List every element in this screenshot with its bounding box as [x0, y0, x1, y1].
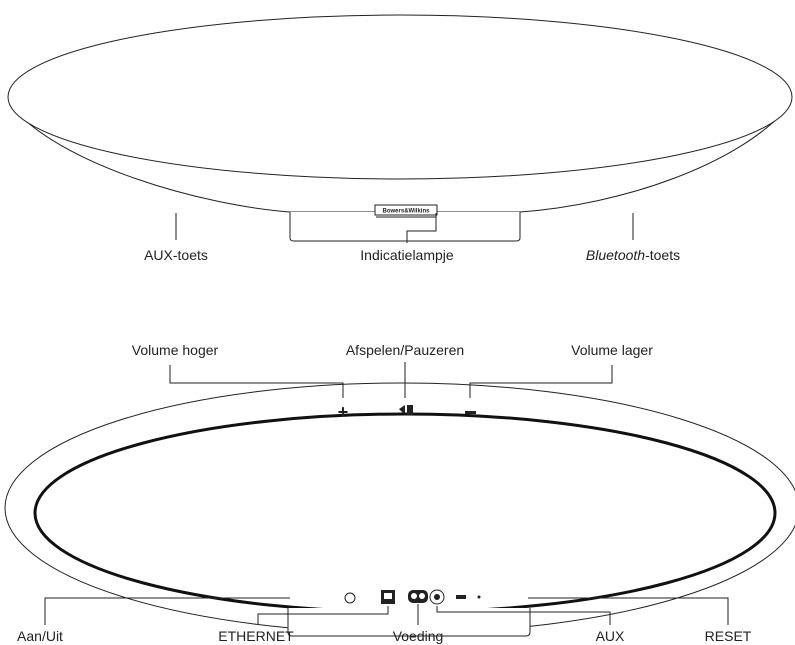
- speaker-top: Bowers&Wilkins: [7, 14, 793, 242]
- leaders-top: [175, 213, 634, 243]
- svg-text:+: +: [338, 402, 349, 422]
- speaker-bottom: +: [4, 382, 795, 637]
- label: RESET: [705, 628, 752, 644]
- label: AUX-toets: [144, 247, 208, 263]
- leaders-bottom: [44, 362, 729, 625]
- label: Volume lager: [571, 342, 653, 358]
- label: AUX: [596, 628, 625, 644]
- label: Volume hoger: [132, 342, 219, 358]
- logo: Bowers&Wilkins: [383, 209, 431, 215]
- label-italic: Bluetooth: [586, 247, 645, 263]
- label: Voeding: [393, 628, 444, 644]
- label: Aan/Uit: [17, 628, 63, 644]
- label: Afspelen/Pauzeren: [346, 342, 464, 358]
- label: Indicatielampje: [360, 247, 454, 263]
- label: ETHERNET: [218, 628, 294, 644]
- label: Bluetooth-toets: [586, 247, 680, 263]
- label-part: -toets: [645, 247, 680, 263]
